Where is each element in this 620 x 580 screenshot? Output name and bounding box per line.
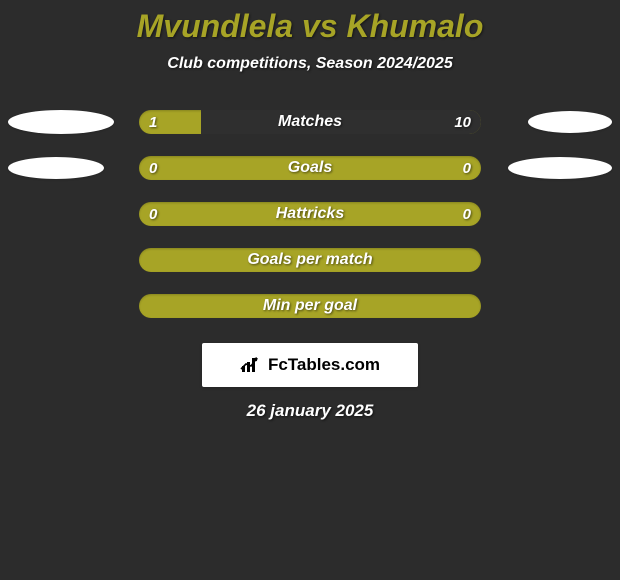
stat-label: Hattricks bbox=[139, 202, 481, 226]
stat-row: 110Matches bbox=[0, 99, 620, 145]
stat-bar: Min per goal bbox=[139, 294, 481, 318]
brand-text: FcTables.com bbox=[268, 355, 380, 375]
player2-badge bbox=[508, 157, 612, 179]
stat-label: Goals bbox=[139, 156, 481, 180]
stat-bar: 110Matches bbox=[139, 110, 481, 134]
stat-bar: 00Hattricks bbox=[139, 202, 481, 226]
stat-label: Matches bbox=[139, 110, 481, 134]
player2-name: Khumalo bbox=[346, 8, 483, 44]
player1-name: Mvundlela bbox=[137, 8, 293, 44]
player2-badge bbox=[528, 111, 612, 133]
stat-label: Goals per match bbox=[139, 248, 481, 272]
player1-badge bbox=[8, 157, 104, 179]
player1-badge bbox=[8, 110, 114, 134]
vs-separator: vs bbox=[293, 8, 346, 44]
comparison-infographic: Mvundlela vs Khumalo Club competitions, … bbox=[0, 0, 620, 580]
brand-badge[interactable]: FcTables.com bbox=[202, 343, 418, 387]
stat-row: Goals per match bbox=[0, 237, 620, 283]
bar-chart-icon bbox=[240, 356, 262, 374]
stat-bar: Goals per match bbox=[139, 248, 481, 272]
stat-row: Min per goal bbox=[0, 283, 620, 329]
stats-container: 110Matches 00Goals 00Hattricks Goals per ma… bbox=[0, 99, 620, 329]
stat-bar: 00Goals bbox=[139, 156, 481, 180]
stat-row: 00Hattricks bbox=[0, 191, 620, 237]
stat-row: 00Goals bbox=[0, 145, 620, 191]
stat-label: Min per goal bbox=[139, 294, 481, 318]
subtitle: Club competitions, Season 2024/2025 bbox=[0, 55, 620, 73]
date-label: 26 january 2025 bbox=[0, 401, 620, 421]
page-title: Mvundlela vs Khumalo bbox=[0, 0, 620, 45]
